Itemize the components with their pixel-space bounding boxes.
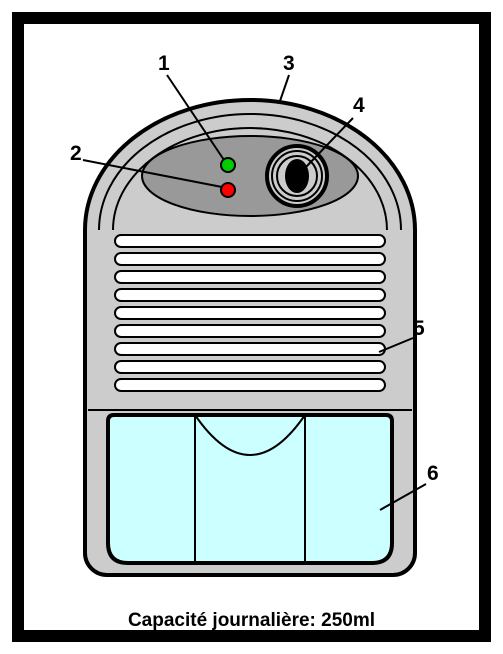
grille-slot [115,325,385,337]
grille-slot [115,307,385,319]
grille-slot [115,253,385,265]
callout-number: 6 [427,462,439,485]
grille-slot [115,379,385,391]
grille-slot [115,235,385,247]
grille-slot [115,361,385,373]
led-red [221,183,235,197]
grille-slot [115,343,385,355]
grille-slot [115,289,385,301]
diagram-svg: 1 2 3 4 5 6 [0,0,503,654]
callout-number: 1 [158,52,170,75]
callout-number: 4 [353,94,365,117]
callout-number: 5 [413,317,425,340]
leader-line [280,75,289,101]
callout-number: 3 [283,52,295,75]
callout-number: 2 [70,142,82,165]
caption-text: Capacité journalière: 250ml [0,610,503,632]
knob-core [285,159,309,193]
water-tank [108,415,392,563]
grille-slot [115,271,385,283]
